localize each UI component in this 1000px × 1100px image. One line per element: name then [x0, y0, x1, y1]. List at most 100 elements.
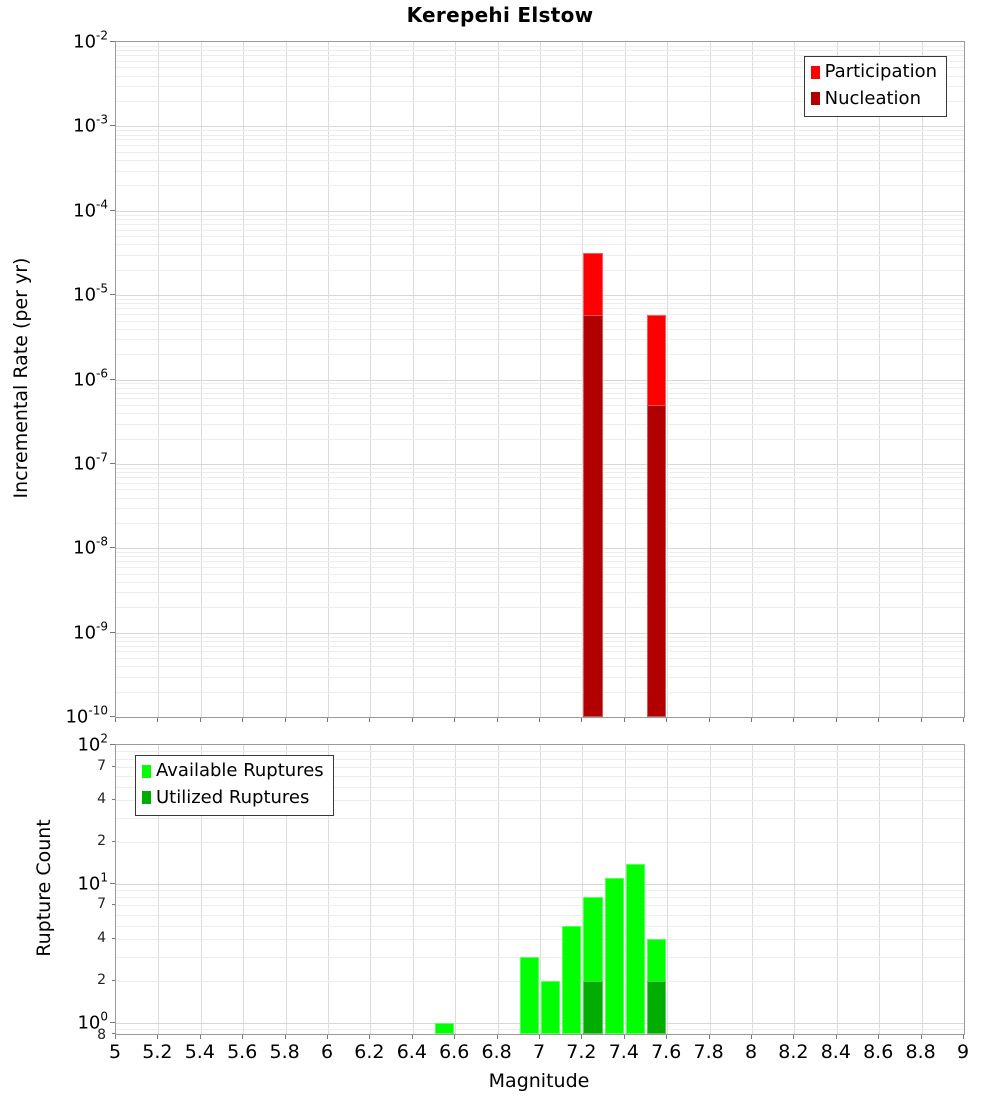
y-tick-label: 10-4 [0, 197, 108, 220]
y-minor-tick-mark [112, 904, 115, 906]
y-tick-base: 10 [73, 622, 97, 644]
x-tick-mark [793, 718, 795, 722]
y-tick-label: 10-9 [0, 619, 108, 644]
gridline-minor [116, 383, 964, 385]
y-tick-exponent: -3 [96, 112, 108, 127]
y-tick-exponent: 1 [100, 870, 108, 885]
gridline-major [116, 548, 964, 550]
gridline-minor [116, 607, 964, 609]
gridline-minor [116, 387, 964, 389]
gridline-minor [116, 751, 964, 753]
x-tick-mark [539, 1035, 540, 1039]
gridline-vertical [752, 745, 753, 1034]
x-tick-label: 5.4 [184, 1041, 215, 1063]
nucleation-bar [583, 315, 603, 717]
gridline-minor [116, 645, 964, 647]
gridline-vertical [498, 745, 499, 1034]
gridline-major [116, 632, 964, 634]
gridline-minor [116, 398, 964, 400]
y-tick-label: 100 [0, 1010, 108, 1032]
y-tick-mark [110, 209, 115, 211]
gridline-minor [116, 134, 964, 136]
y-tick-exponent: -9 [96, 619, 108, 634]
gridline-minor [116, 308, 964, 310]
gridline-minor [116, 472, 964, 474]
x-tick-mark [115, 1035, 116, 1039]
y-tick-exponent: -8 [96, 534, 108, 549]
y-minor-tick-label: 7 [97, 757, 106, 774]
x-tick-mark [369, 718, 371, 722]
gridline-vertical [879, 745, 880, 1034]
gridline-vertical [286, 745, 287, 1034]
gridline-minor [116, 223, 964, 225]
nucleation-bar [647, 404, 667, 717]
y-tick-exponent: -4 [96, 197, 108, 212]
gridline-major [116, 126, 964, 128]
gridline-minor [116, 636, 964, 638]
gridline-minor [116, 658, 964, 659]
gridline-minor [116, 592, 964, 594]
x-tick-label: 7.4 [608, 1041, 639, 1063]
x-tick-mark [963, 1035, 964, 1039]
gridline-vertical [667, 745, 668, 1034]
gridline-minor [116, 145, 964, 147]
x-tick-mark [369, 1035, 371, 1039]
y-tick-label: 10-3 [0, 112, 108, 136]
y-minor-tick-label: 4 [97, 791, 106, 808]
x-tick-label: 8.2 [778, 1041, 809, 1063]
gridline-minor [116, 254, 964, 256]
gridline-minor [116, 561, 964, 563]
y-tick-label: 10-7 [0, 450, 108, 473]
gridline-vertical [455, 745, 456, 1034]
gridline-minor [116, 482, 964, 484]
x-tick-mark [581, 1035, 583, 1039]
gridline-minor [116, 567, 964, 568]
gridline-minor [116, 170, 964, 172]
chart-title: Kerepehi Elstow [406, 3, 594, 27]
gridline-minor [116, 244, 964, 246]
gridline-minor [116, 236, 964, 238]
x-tick-label: 8 [744, 1041, 758, 1063]
participation-swatch [810, 65, 820, 79]
x-tick-mark [242, 718, 244, 722]
gridline-minor [116, 676, 964, 678]
gridline-minor [116, 413, 964, 415]
y-tick-exponent: 2 [100, 731, 108, 746]
gridline-minor [116, 438, 964, 440]
gridline-minor [116, 552, 964, 554]
y-tick-mark [110, 462, 115, 464]
x-tick-mark [411, 718, 413, 722]
y-tick-mark [110, 882, 115, 884]
nucleation-swatch [810, 92, 820, 106]
x-tick-mark [751, 718, 752, 722]
gridline-minor [116, 328, 964, 330]
gridline-vertical [201, 745, 202, 1034]
x-tick-mark [963, 718, 964, 722]
y-minor-tick-mark [112, 938, 115, 940]
x-tick-mark [157, 1035, 159, 1039]
available-ruptures-bar [541, 981, 561, 1034]
gridline-minor [116, 1029, 964, 1031]
y-tick-base: 10 [73, 369, 97, 390]
y-tick-exponent: -7 [96, 450, 108, 465]
x-tick-mark [623, 718, 625, 722]
gridline-minor [116, 939, 964, 941]
available-ruptures-bar [435, 1022, 455, 1034]
gridline-minor [116, 269, 964, 271]
gridline-minor [116, 229, 964, 231]
y-tick-mark [110, 1021, 115, 1023]
gridline-vertical [158, 745, 159, 1034]
incremental-rate-panel: Participation Nucleation [115, 41, 965, 718]
x-tick-label: 7.6 [651, 1041, 682, 1063]
gridline-minor [116, 497, 964, 499]
x-axis-label: Magnitude [488, 1070, 590, 1092]
x-tick-label: 8.6 [863, 1041, 894, 1063]
utilized-ruptures-bar [647, 981, 667, 1034]
x-tick-mark [199, 1035, 201, 1039]
x-tick-mark [623, 1035, 625, 1039]
gridline-major [116, 883, 964, 885]
y-tick-base: 10 [77, 734, 101, 756]
gridline-minor [116, 522, 964, 524]
x-tick-label: 6.4 [396, 1041, 427, 1063]
utilized-ruptures-swatch [142, 791, 151, 805]
